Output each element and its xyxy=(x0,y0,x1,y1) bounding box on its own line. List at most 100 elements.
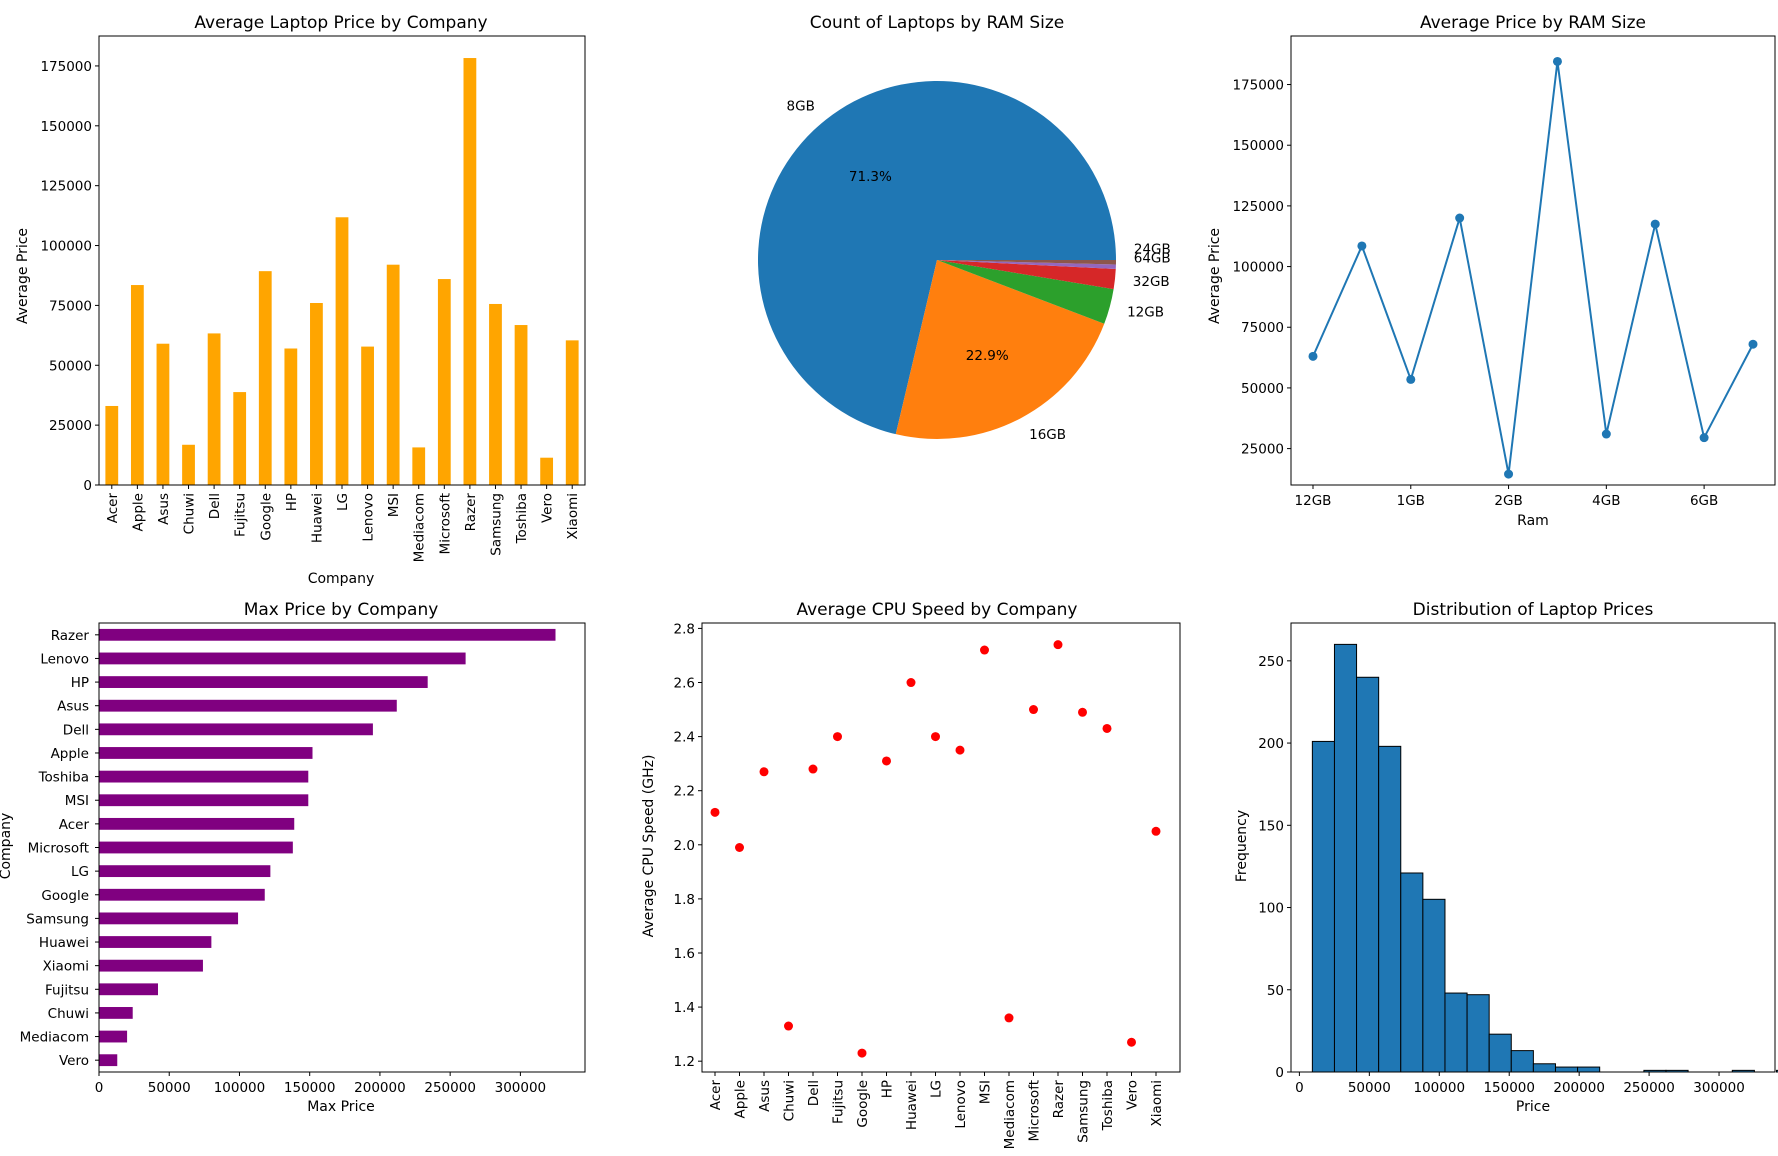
y-tick-label: 150000 xyxy=(1232,138,1284,154)
x-tick-label: 1GB xyxy=(1397,493,1425,509)
chart-cpu-speed-by-company: Average CPU Speed by Company Average CPU… xyxy=(641,600,1181,1149)
histogram-bar xyxy=(1444,992,1468,1073)
y-tick-label: 200 xyxy=(1258,736,1284,752)
bar xyxy=(99,841,293,854)
histogram-bar xyxy=(1775,1069,1778,1073)
y-tick-label: 1.6 xyxy=(674,946,695,962)
data-point xyxy=(980,645,989,655)
bar xyxy=(99,1054,118,1067)
bar xyxy=(99,1007,133,1019)
bar xyxy=(514,325,528,485)
slice-label: 64GB xyxy=(1134,250,1171,266)
x-tick-label: HP xyxy=(284,493,300,511)
pie-slice xyxy=(937,260,1116,290)
x-tick-label: HP xyxy=(880,1080,896,1098)
bar xyxy=(99,817,295,830)
bar xyxy=(489,303,502,485)
x-tick-label: 6GB xyxy=(1690,493,1718,509)
histogram-bar xyxy=(1577,1066,1601,1073)
bar xyxy=(386,264,400,485)
y-tick-label: Toshiba xyxy=(38,770,89,786)
histogram-bar xyxy=(1378,745,1402,1073)
x-tick-label: 0 xyxy=(1295,1080,1304,1096)
bar xyxy=(99,912,239,925)
y-axis-label: Average Price xyxy=(15,228,31,324)
bar xyxy=(99,652,466,665)
bar xyxy=(99,794,309,807)
bar xyxy=(105,405,119,485)
y-tick-label: 50 xyxy=(1267,983,1284,999)
data-point xyxy=(1127,1037,1136,1047)
x-tick-label: Mediacom xyxy=(1002,1080,1018,1149)
data-point xyxy=(808,764,818,774)
bar xyxy=(233,392,247,485)
y-tick-label: Google xyxy=(41,888,89,904)
plot-frame xyxy=(98,622,586,1073)
pie-slice xyxy=(757,80,1116,435)
x-tick-label: Apple xyxy=(130,493,146,531)
bar xyxy=(463,58,477,485)
pie-slice xyxy=(937,260,1114,324)
x-tick-label: LG xyxy=(929,1080,945,1098)
data-point xyxy=(1053,640,1063,650)
y-tick-label: 1.8 xyxy=(674,892,695,908)
pie-slice xyxy=(937,260,1116,265)
x-axis-label: Ram xyxy=(1517,513,1549,529)
x-tick-label: MSI xyxy=(978,1080,994,1104)
data-point xyxy=(710,807,720,817)
data-point xyxy=(857,1048,867,1058)
x-tick-label: Chuwi xyxy=(182,493,198,534)
histogram-bar xyxy=(1532,1063,1556,1073)
chart-avg-price-by-company: Average Laptop Price by Company Company … xyxy=(15,13,586,587)
chart-title: Average Price by RAM Size xyxy=(1420,13,1646,33)
y-tick-label: 250 xyxy=(1258,654,1284,670)
histogram-bar xyxy=(1311,740,1335,1073)
x-tick-label: Toshiba xyxy=(1100,1080,1116,1131)
x-tick-label: Dell xyxy=(207,493,223,519)
x-tick-label: 12GB xyxy=(1295,493,1332,509)
x-axis-label: Company xyxy=(308,571,375,587)
y-tick-label: 125000 xyxy=(40,179,92,195)
y-tick-label: 1.4 xyxy=(674,1000,695,1016)
x-tick-label: LG xyxy=(335,493,351,511)
histogram-bar xyxy=(1400,872,1424,1073)
bar xyxy=(361,346,374,485)
y-tick-label: Huawei xyxy=(39,935,89,951)
y-tick-label: 50000 xyxy=(49,358,92,374)
x-tick-label: 2GB xyxy=(1494,493,1522,509)
histogram-bar xyxy=(1488,1033,1512,1073)
data-point xyxy=(1504,469,1514,479)
y-tick-label: 2.8 xyxy=(674,621,695,637)
bar xyxy=(437,279,451,485)
chart-price-distribution: Distribution of Laptop Prices Price Freq… xyxy=(1234,600,1778,1115)
y-tick-label: 1.2 xyxy=(674,1054,695,1070)
bar xyxy=(99,676,428,688)
data-point xyxy=(931,732,940,742)
x-tick-label: Acer xyxy=(105,493,121,524)
data-point xyxy=(1004,1013,1014,1023)
x-tick-label: 50000 xyxy=(1348,1080,1391,1096)
plot-frame xyxy=(1290,622,1776,1073)
y-tick-label: Apple xyxy=(51,746,89,762)
y-tick-label: LG xyxy=(71,864,89,880)
x-tick-label: 150000 xyxy=(284,1080,336,1096)
x-tick-label: 200000 xyxy=(354,1080,406,1096)
x-tick-label: Asus xyxy=(156,493,172,525)
slice-label: 12GB xyxy=(1127,304,1164,320)
bar xyxy=(99,936,212,948)
plot-frame xyxy=(98,35,586,486)
x-tick-label: Lenovo xyxy=(361,493,377,542)
histogram-bar xyxy=(1356,676,1380,1073)
y-tick-label: Razer xyxy=(51,628,90,644)
bar xyxy=(99,628,556,641)
y-tick-label: Xiaomi xyxy=(43,959,89,975)
y-tick-label: Vero xyxy=(59,1053,89,1069)
data-point xyxy=(1029,705,1038,715)
y-tick-label: Microsoft xyxy=(28,841,89,857)
bar xyxy=(335,217,349,486)
data-point xyxy=(759,767,769,777)
x-tick-label: Chuwi xyxy=(782,1080,798,1121)
y-axis-label: Company xyxy=(0,813,14,880)
x-tick-label: 200000 xyxy=(1553,1080,1605,1096)
data-point xyxy=(1650,219,1660,229)
